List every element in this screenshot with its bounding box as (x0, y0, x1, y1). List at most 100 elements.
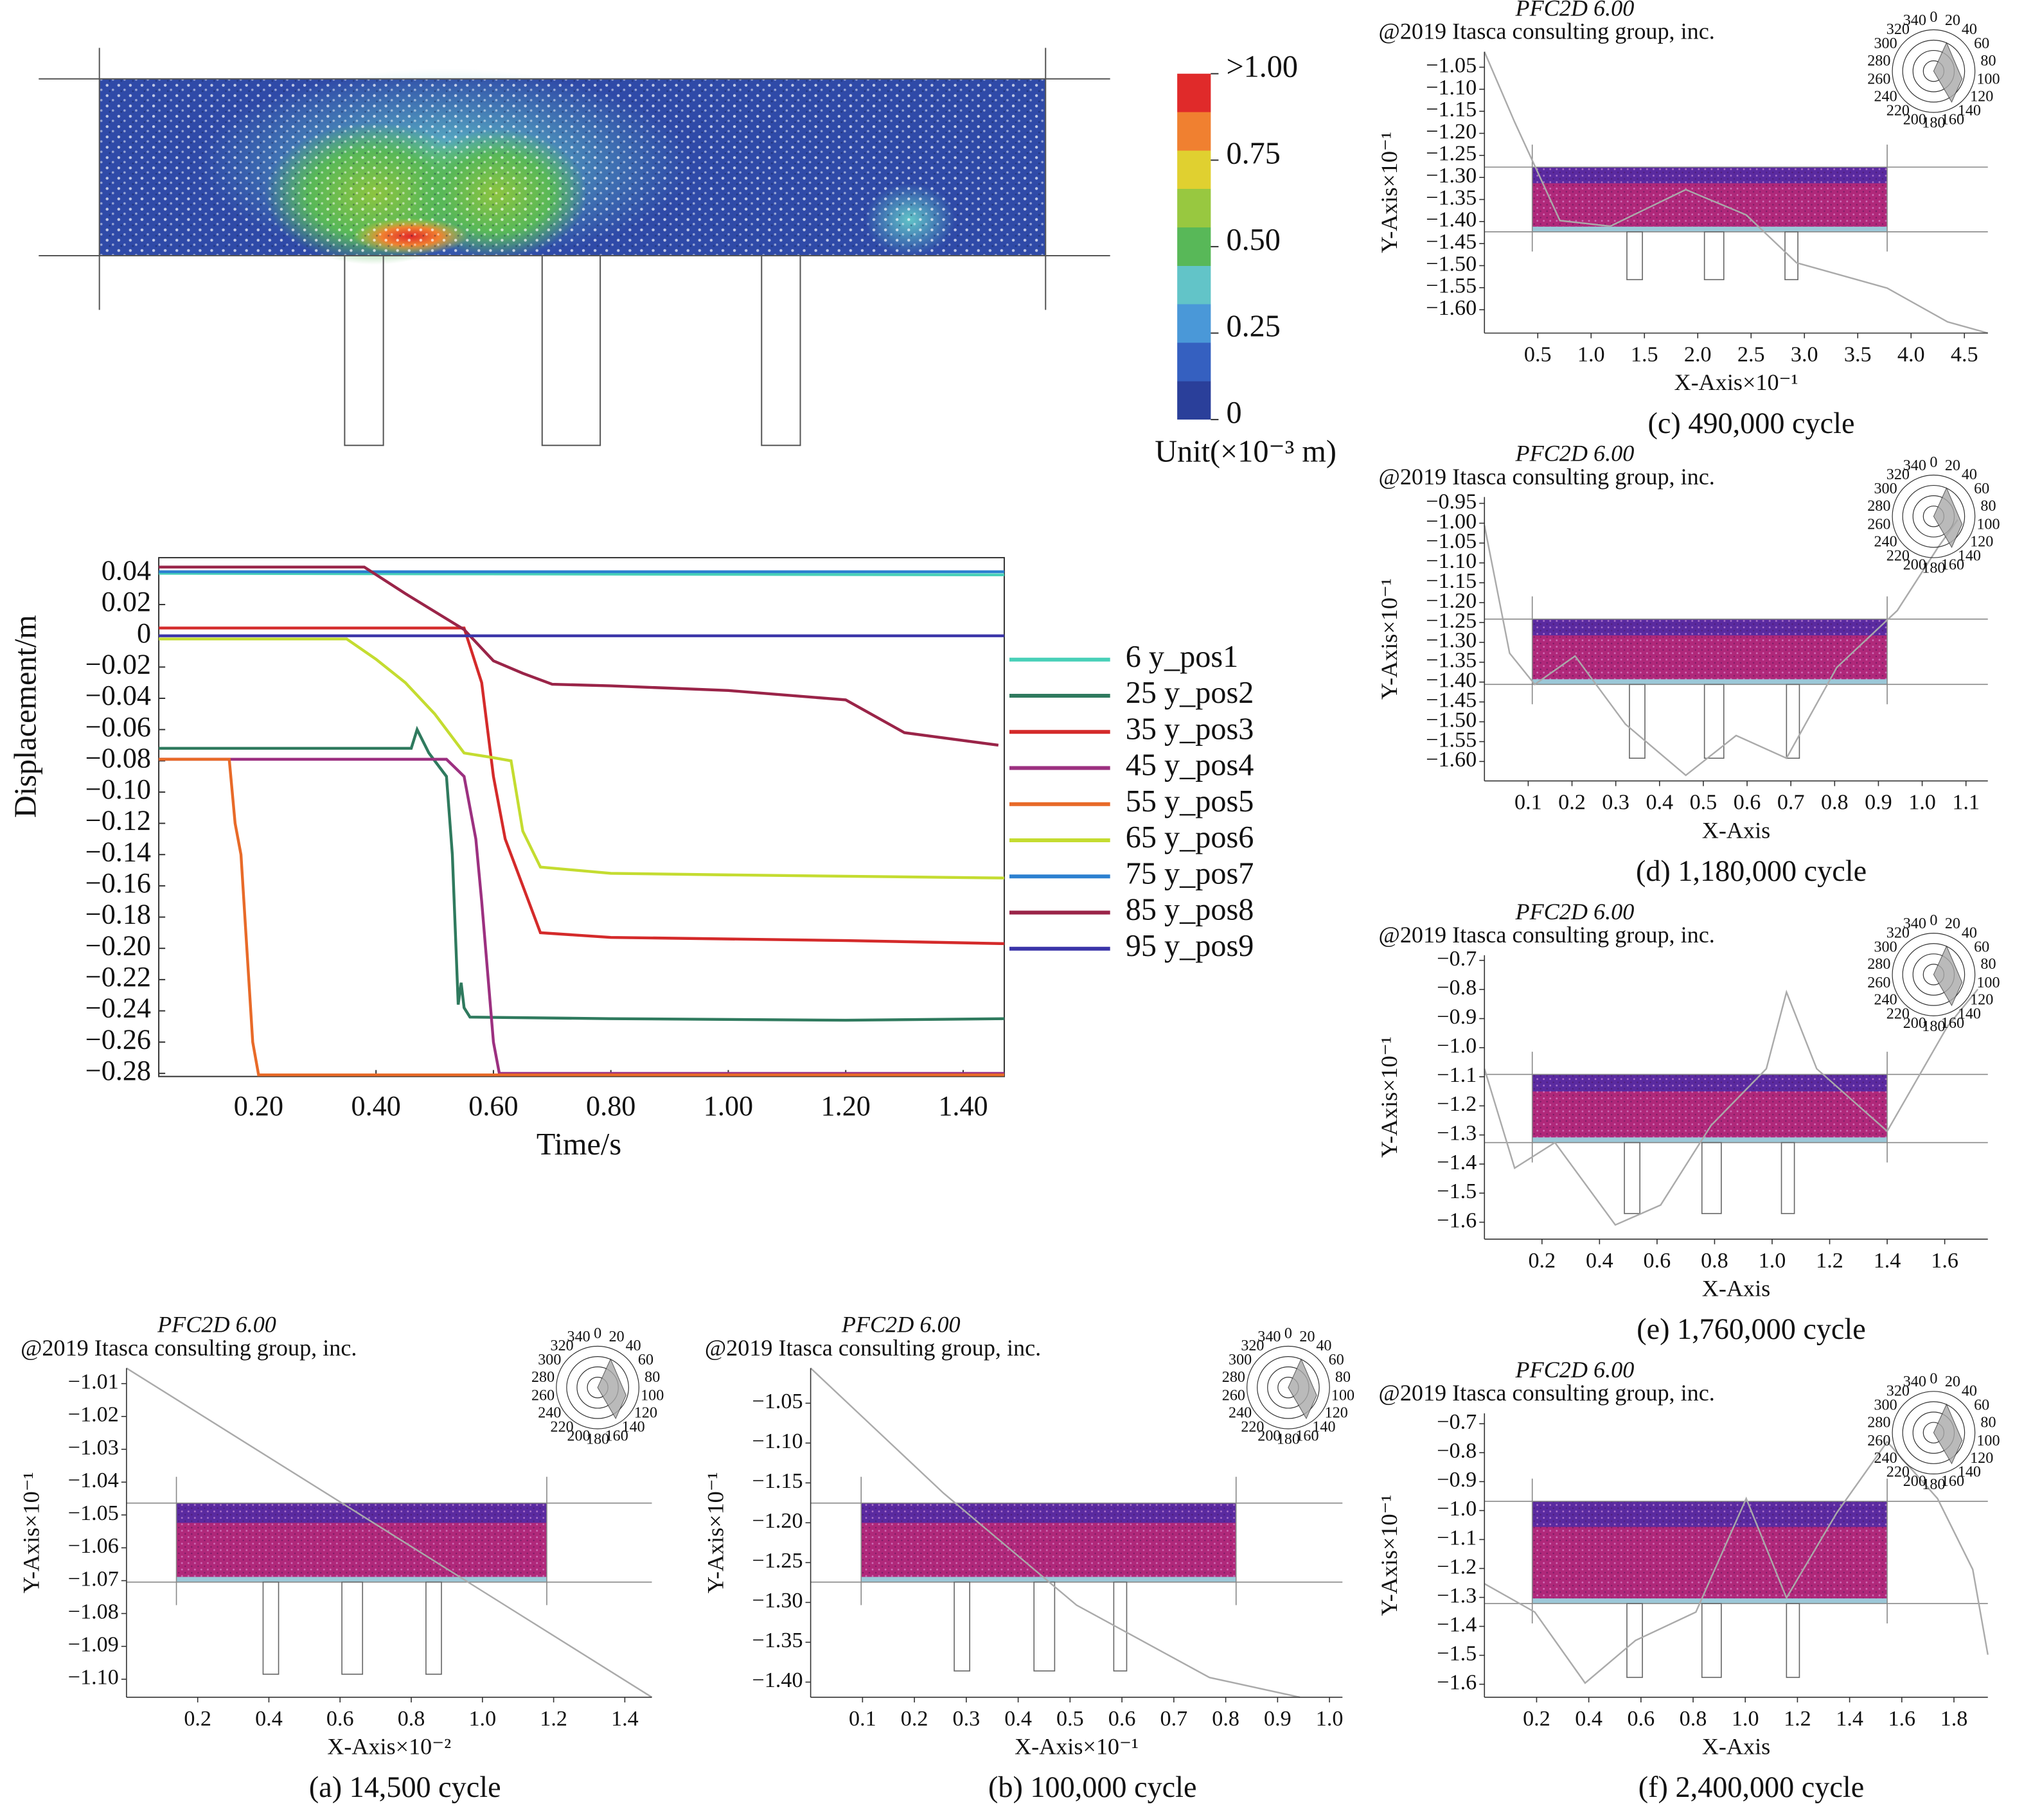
rose-label: 280 (531, 1369, 555, 1386)
x-tick-label: 0.20 (234, 1090, 283, 1122)
x-axis-title: X-Axis×10⁻¹ (1015, 1734, 1139, 1760)
caption: (b) 100,000 cycle (988, 1771, 1197, 1803)
rose-label: 180 (1922, 1018, 1945, 1035)
x-tick-label: 0.6 (1734, 791, 1761, 815)
rose-label: 260 (1867, 975, 1890, 991)
history-curve (810, 1367, 1301, 1699)
legend-label: 65 y_pos6 (1126, 820, 1254, 854)
rose-label: 320 (1886, 466, 1910, 483)
x-axis-title: X-Axis×10⁻¹ (1674, 369, 1798, 395)
rose-label: 200 (1257, 1428, 1281, 1445)
x-tick-label: 0.4 (1646, 791, 1673, 815)
y-axis-title: Y-Axis×10⁻¹ (1376, 1036, 1402, 1158)
legend-label: 75 y_pos7 (1126, 856, 1254, 890)
rose-wedge (597, 1358, 626, 1420)
support (761, 254, 801, 446)
rose-label: 120 (1325, 1405, 1348, 1422)
rose-ring (1892, 1391, 1976, 1475)
y-axis-title: Y-Axis×10⁻¹ (1376, 1495, 1402, 1616)
support (954, 1581, 970, 1672)
x-tick-label: 0.6 (326, 1707, 354, 1731)
rose-label: 200 (1903, 1473, 1926, 1490)
watermark: @2019 Itasca consulting group, inc. (21, 1335, 357, 1361)
watermark: @2019 Itasca consulting group, inc. (1379, 464, 1715, 490)
y-tick-label: −1.20 (752, 1509, 803, 1533)
series-line (159, 565, 999, 747)
x-tick-label: 0.7 (1777, 791, 1805, 815)
x-tick-label: 0.3 (953, 1707, 981, 1731)
y-tick-label: −1.25 (752, 1549, 803, 1573)
specimen-base (1532, 226, 1888, 232)
y-tick-label: −1.08 (68, 1600, 119, 1623)
legend-label: 45 y_pos4 (1126, 748, 1254, 782)
rose-label: 160 (1295, 1428, 1318, 1445)
history-curve (1484, 989, 1979, 1226)
rose-label: 120 (1970, 88, 1993, 105)
y-tick-label: −0.16 (85, 867, 151, 899)
rose-label: 0 (1284, 1325, 1292, 1342)
y-tick-label: −1.06 (68, 1534, 119, 1558)
specimen-texture (861, 1503, 1236, 1582)
rose-label: 300 (538, 1352, 561, 1368)
watermark: @2019 Itasca consulting group, inc. (1379, 1380, 1715, 1406)
x-tick-label: 0.4 (1004, 1707, 1032, 1731)
series-line (159, 626, 1004, 946)
y-tick-label: −1.35 (1426, 649, 1477, 673)
rose-label: 160 (1941, 1015, 1964, 1032)
rose-label: 180 (586, 1431, 609, 1448)
rose-label: 340 (1903, 12, 1926, 29)
rose-wedge (1933, 1403, 1963, 1465)
software-header: PFC2D 6.00 (157, 1312, 276, 1338)
rose-label: 340 (567, 1329, 590, 1345)
y-tick-label: −1.6 (1437, 1671, 1477, 1695)
rose-label: 60 (1974, 1397, 1989, 1413)
rose-label: 340 (1903, 1374, 1926, 1390)
rose-label: 280 (1867, 53, 1890, 69)
rose-label: 160 (1941, 112, 1964, 128)
x-tick-label: 3.0 (1791, 343, 1818, 367)
y-tick-label: −1.1 (1437, 1526, 1477, 1550)
rose-label: 80 (644, 1369, 660, 1386)
x-tick-label: 1.8 (1940, 1707, 1968, 1731)
y-tick-label: −1.05 (1426, 53, 1477, 77)
rose-label: 200 (1903, 1015, 1926, 1032)
x-tick-label: 0.5 (1690, 791, 1718, 815)
x-tick-label: 0.8 (1680, 1707, 1707, 1731)
y-tick-label: 0.04 (102, 555, 151, 587)
x-tick-label: 0.8 (1821, 791, 1849, 815)
rose-label: 320 (1241, 1338, 1264, 1354)
rose-ring (1247, 1345, 1330, 1429)
y-tick-label: −1.3 (1437, 1122, 1477, 1145)
caption: (c) 490,000 cycle (1648, 407, 1855, 439)
support (1626, 1603, 1643, 1678)
y-tick-label: −1.2 (1437, 1555, 1477, 1578)
x-tick-label: 0.6 (1627, 1707, 1655, 1731)
support (425, 1581, 442, 1675)
caption: (e) 1,760,000 cycle (1637, 1312, 1866, 1345)
x-tick-label: 1.6 (1888, 1707, 1915, 1731)
y-tick-label: −1.01 (68, 1370, 119, 1394)
rose-label: 220 (1886, 1464, 1910, 1481)
x-tick-label: 1.4 (611, 1707, 639, 1731)
support (1703, 684, 1725, 759)
rose-label: 240 (1874, 992, 1897, 1009)
x-axis-title: X-Axis (1702, 1734, 1770, 1760)
rose-label: 140 (1958, 1464, 1981, 1481)
y-tick-label: −0.26 (85, 1023, 151, 1055)
rose-label: 240 (1874, 1450, 1897, 1467)
y-tick-label: −1.6 (1437, 1208, 1477, 1232)
rose-label: 340 (1257, 1329, 1281, 1345)
y-tick-label: −1.50 (1426, 708, 1477, 732)
legend-label: 55 y_pos5 (1126, 784, 1254, 818)
rose-label: 60 (638, 1352, 653, 1368)
y-tick-label: −1.00 (1426, 509, 1477, 533)
y-tick-label: −1.40 (1426, 669, 1477, 693)
y-tick-label: −1.15 (752, 1469, 803, 1493)
rose-label: 220 (551, 1418, 574, 1435)
y-tick-label: −1.20 (1426, 589, 1477, 613)
y-tick-label: −1.20 (1426, 119, 1477, 143)
rose-wedge (1288, 1358, 1317, 1420)
rose-label: 40 (1316, 1338, 1331, 1354)
rose-label: 340 (1903, 457, 1926, 474)
